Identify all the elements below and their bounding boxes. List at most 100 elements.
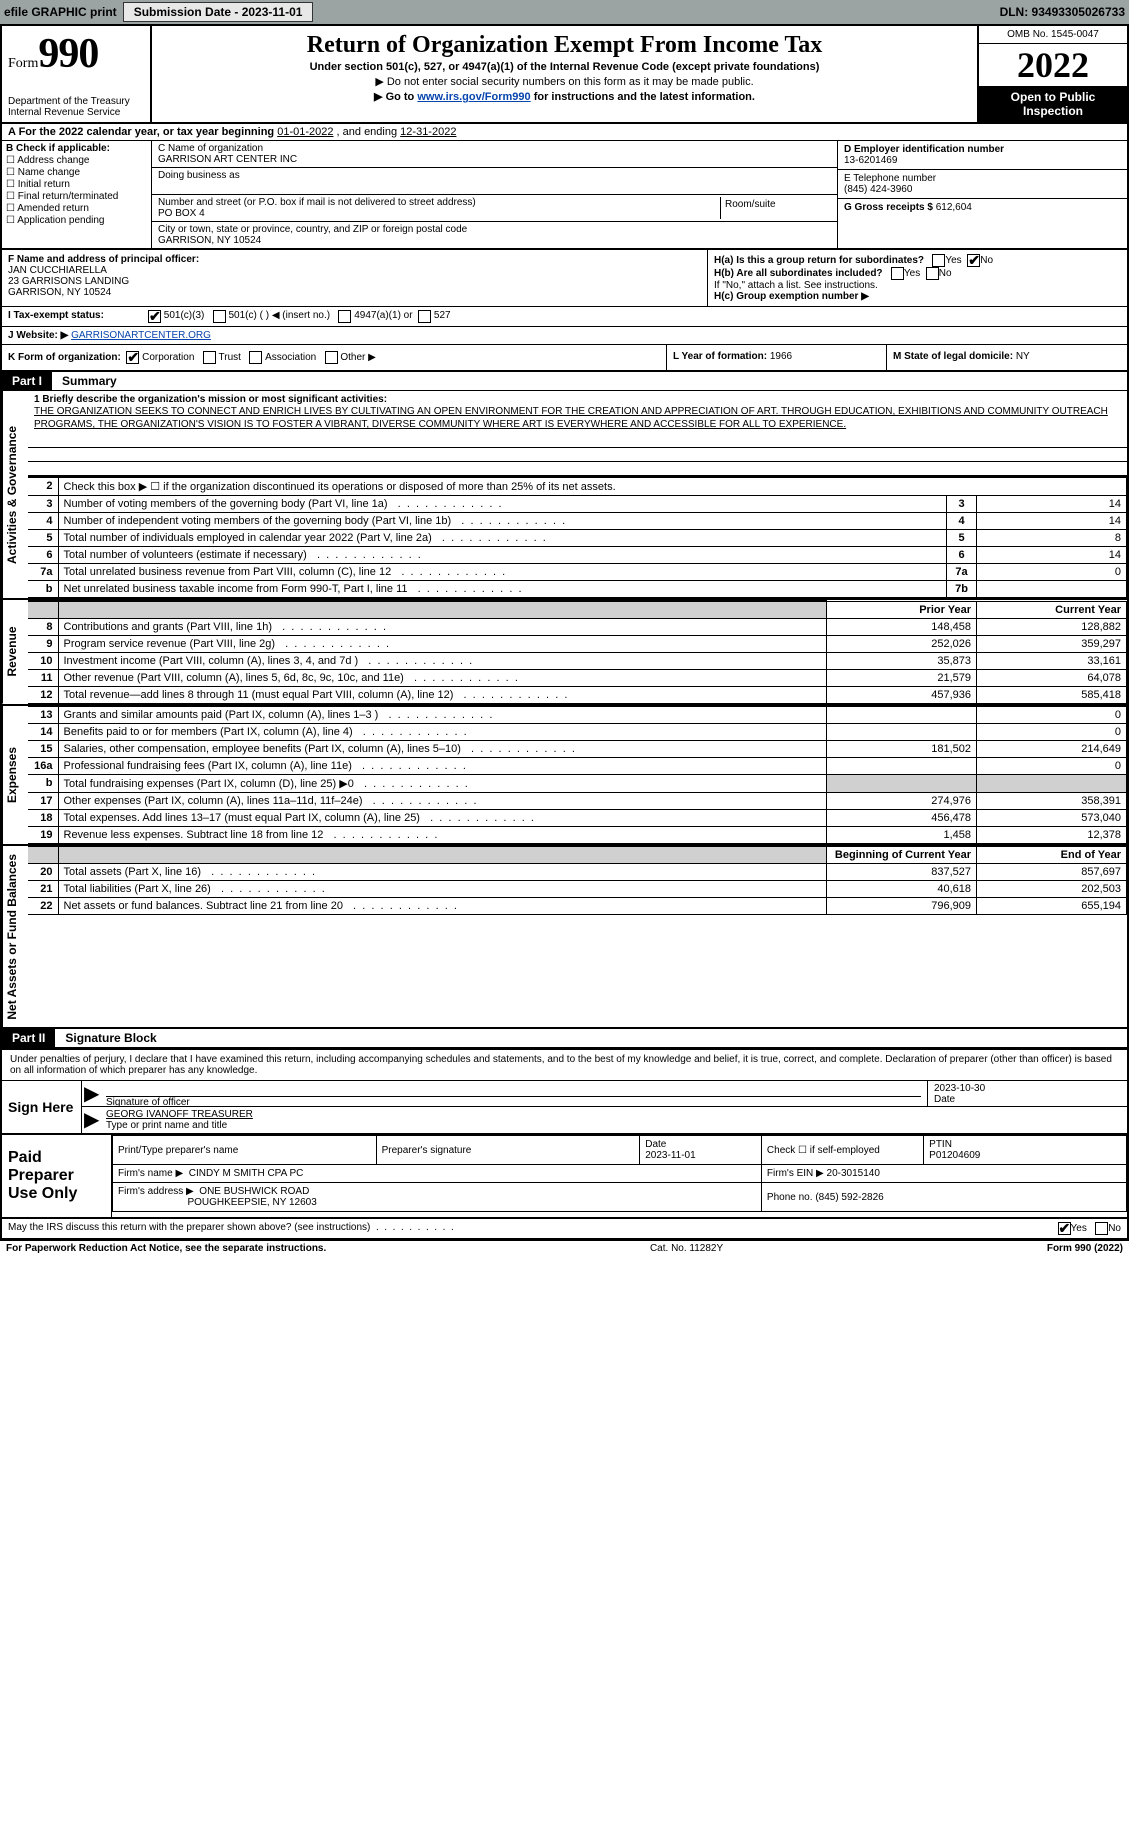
discuss-no[interactable] bbox=[1095, 1222, 1108, 1235]
state-domicile: NY bbox=[1016, 351, 1030, 362]
table-row: 16a Professional fundraising fees (Part … bbox=[28, 757, 1127, 774]
box-f: F Name and address of principal officer:… bbox=[2, 250, 707, 306]
k-other[interactable] bbox=[325, 351, 338, 364]
prior-val bbox=[827, 774, 977, 792]
cb-name-change[interactable]: ☐ Name change bbox=[6, 167, 147, 178]
revenue-section: Revenue Prior Year Current Year 8 Contri… bbox=[2, 600, 1127, 706]
header-right: OMB No. 1545-0047 2022 Open to Public In… bbox=[977, 26, 1127, 122]
box-m: M State of legal domicile: NY bbox=[887, 345, 1127, 370]
firm-address: Firm's address ▶ ONE BUSHWICK ROAD POUGH… bbox=[113, 1183, 762, 1212]
expenses-table: 13 Grants and similar amounts paid (Part… bbox=[28, 706, 1127, 844]
prior-val: 181,502 bbox=[827, 740, 977, 757]
current-val: 0 bbox=[977, 757, 1127, 774]
prior-val: 274,976 bbox=[827, 792, 977, 809]
side-expenses: Expenses bbox=[2, 706, 28, 844]
officer-addr2: GARRISON, NY 10524 bbox=[8, 287, 111, 298]
discuss-question: May the IRS discuss this return with the… bbox=[8, 1222, 454, 1235]
fh-block: F Name and address of principal officer:… bbox=[2, 250, 1127, 307]
row-klm: K Form of organization: Corporation Trus… bbox=[2, 345, 1127, 372]
preparer-table: Print/Type preparer's name Preparer's si… bbox=[112, 1135, 1127, 1212]
i-501c3[interactable] bbox=[148, 310, 161, 323]
table-row: 22 Net assets or fund balances. Subtract… bbox=[28, 897, 1127, 914]
prior-val: 252,026 bbox=[827, 635, 977, 652]
prep-row-3: Firm's address ▶ ONE BUSHWICK ROAD POUGH… bbox=[113, 1183, 1127, 1212]
line-val: 8 bbox=[977, 530, 1127, 547]
cb-initial-return[interactable]: ☐ Initial return bbox=[6, 179, 147, 190]
mission-text: THE ORGANIZATION SEEKS TO CONNECT AND EN… bbox=[34, 406, 1108, 430]
irs-link[interactable]: www.irs.gov/Form990 bbox=[417, 91, 530, 103]
prior-val bbox=[827, 757, 977, 774]
firm-ein: Firm's EIN ▶ 20-3015140 bbox=[761, 1165, 1126, 1183]
end-year-hdr: End of Year bbox=[977, 846, 1127, 863]
box-l: L Year of formation: 1966 bbox=[667, 345, 887, 370]
omb-number: OMB No. 1545-0047 bbox=[979, 26, 1127, 44]
box-e: E Telephone number (845) 424-3960 bbox=[838, 170, 1127, 199]
line-desc: Total assets (Part X, line 16) . . . . .… bbox=[58, 863, 827, 880]
i-527[interactable] bbox=[418, 310, 431, 323]
submission-date-button[interactable]: Submission Date - 2023-11-01 bbox=[123, 2, 314, 22]
cb-amended-return[interactable]: ☐ Amended return bbox=[6, 203, 147, 214]
city-row: City or town, state or province, country… bbox=[152, 222, 837, 248]
dept-irs: Internal Revenue Service bbox=[8, 107, 144, 118]
table-row: 15 Salaries, other compensation, employe… bbox=[28, 740, 1127, 757]
sig-date-cell: 2023-10-30 Date bbox=[927, 1081, 1127, 1106]
form-ref: Form 990 (2022) bbox=[1047, 1243, 1123, 1254]
discuss-yes[interactable] bbox=[1058, 1222, 1071, 1235]
line-num: 17 bbox=[28, 792, 58, 809]
cb-address-change[interactable]: ☐ Address change bbox=[6, 155, 147, 166]
current-val: 33,161 bbox=[977, 652, 1127, 669]
beginning-year-hdr: Beginning of Current Year bbox=[827, 846, 977, 863]
current-val bbox=[977, 774, 1127, 792]
part-ii-label: Part II bbox=[2, 1029, 55, 1048]
activities-governance-section: Activities & Governance 1 Briefly descri… bbox=[2, 391, 1127, 600]
current-val: 64,078 bbox=[977, 669, 1127, 686]
k-corp[interactable] bbox=[126, 351, 139, 364]
i-501c[interactable] bbox=[213, 310, 226, 323]
i-4947[interactable] bbox=[338, 310, 351, 323]
line-desc: Salaries, other compensation, employee b… bbox=[58, 740, 827, 757]
h-a: H(a) Is this a group return for subordin… bbox=[714, 254, 1121, 267]
efile-top-bar: efile GRAPHIC print Submission Date - 20… bbox=[0, 0, 1129, 24]
prep-ptin: PTIN P01204609 bbox=[924, 1136, 1127, 1165]
prep-row-2: Firm's name ▶ CINDY M SMITH CPA PC Firm'… bbox=[113, 1165, 1127, 1183]
cb-application-pending[interactable]: ☐ Application pending bbox=[6, 215, 147, 226]
efile-label: efile GRAPHIC print bbox=[4, 5, 117, 19]
line-desc: Revenue less expenses. Subtract line 18 … bbox=[58, 826, 827, 843]
year-end: 12-31-2022 bbox=[400, 126, 456, 138]
current-val: 655,194 bbox=[977, 897, 1127, 914]
prior-val: 40,618 bbox=[827, 880, 977, 897]
website-link[interactable]: GARRISONARTCENTER.ORG bbox=[71, 330, 211, 341]
line-2: 2 Check this box ▶ ☐ if the organization… bbox=[28, 478, 1127, 496]
ha-yes[interactable] bbox=[932, 254, 945, 267]
line-desc: Benefits paid to or for members (Part IX… bbox=[58, 723, 827, 740]
line-num: 16a bbox=[28, 757, 58, 774]
cb-final-return[interactable]: ☐ Final return/terminated bbox=[6, 191, 147, 202]
form-number-block: Form990 bbox=[8, 30, 144, 78]
paperwork-notice: For Paperwork Reduction Act Notice, see … bbox=[6, 1243, 326, 1254]
current-val: 128,882 bbox=[977, 618, 1127, 635]
sig-row-1: ▶ Signature of officer 2023-10-30 Date bbox=[82, 1081, 1127, 1107]
revenue-table: Prior Year Current Year 8 Contributions … bbox=[28, 600, 1127, 704]
ha-no[interactable] bbox=[967, 254, 980, 267]
current-val: 573,040 bbox=[977, 809, 1127, 826]
current-val: 0 bbox=[977, 723, 1127, 740]
line-desc: Total number of volunteers (estimate if … bbox=[58, 547, 947, 564]
box-d: D Employer identification number 13-6201… bbox=[838, 141, 1127, 170]
line-desc: Total unrelated business revenue from Pa… bbox=[58, 564, 947, 581]
line-num: 10 bbox=[28, 652, 58, 669]
box-k: K Form of organization: Corporation Trus… bbox=[2, 345, 667, 370]
hb-no[interactable] bbox=[926, 267, 939, 280]
prior-val: 796,909 bbox=[827, 897, 977, 914]
part-i-header: Part I Summary bbox=[2, 372, 1127, 391]
line-box: 7b bbox=[947, 581, 977, 598]
sign-here-label: Sign Here bbox=[2, 1081, 82, 1133]
org-name-row: C Name of organization GARRISON ART CENT… bbox=[152, 141, 837, 168]
header-middle: Return of Organization Exempt From Incom… bbox=[152, 26, 977, 122]
org-name: GARRISON ART CENTER INC bbox=[158, 154, 831, 165]
line-num: 6 bbox=[28, 547, 58, 564]
k-assoc[interactable] bbox=[249, 351, 262, 364]
officer-typed-name: GEORG IVANOFF TREASURER bbox=[106, 1109, 253, 1120]
sig-name-cell: GEORG IVANOFF TREASURER Type or print na… bbox=[100, 1107, 1127, 1133]
hb-yes[interactable] bbox=[891, 267, 904, 280]
k-trust[interactable] bbox=[203, 351, 216, 364]
